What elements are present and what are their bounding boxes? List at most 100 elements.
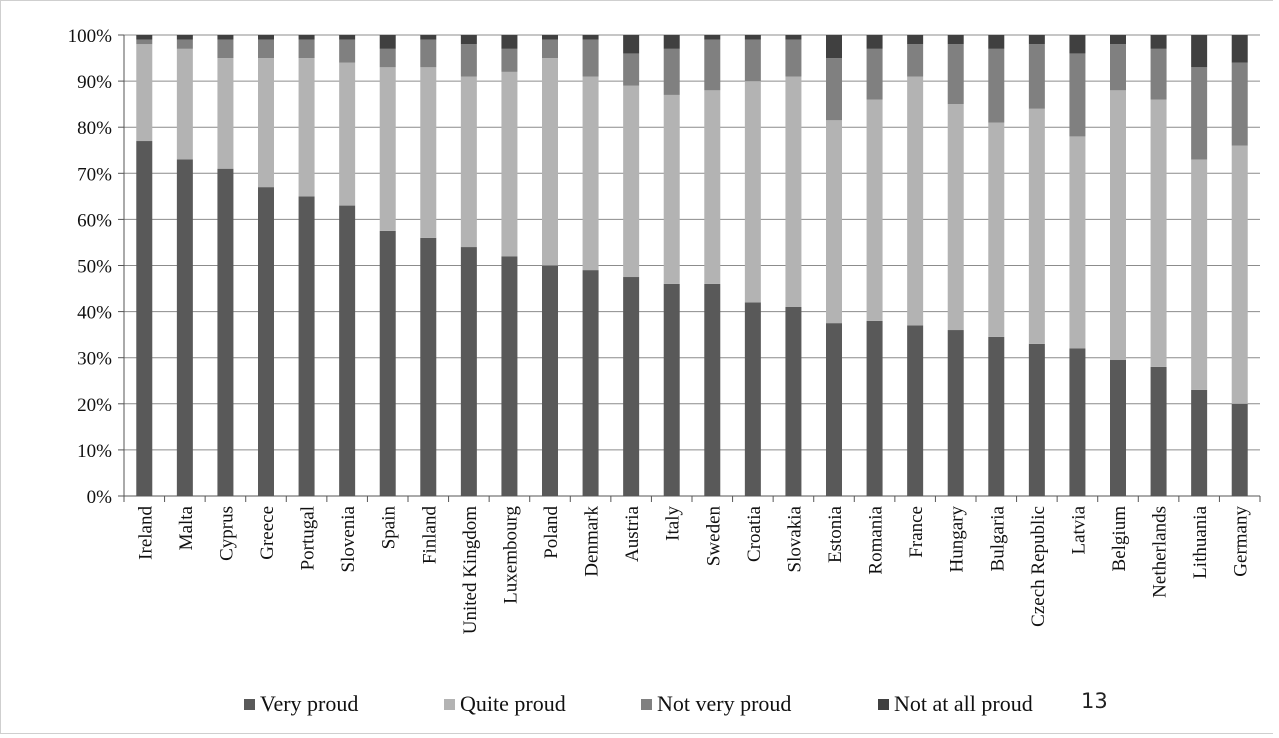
bar-segment-very-proud [258,187,274,496]
bar-segment-not-very-proud [460,44,477,77]
bar-segment-very-proud [663,283,680,496]
bar-segment-quite-proud [704,90,721,284]
bar-segment-not-at-all-proud [826,35,842,59]
bar-segment-very-proud [1231,403,1248,496]
bar-segment-quite-proud [258,58,274,188]
bar-segment-not-at-all-proud [947,35,964,45]
bar-segment-quite-proud [1191,159,1208,390]
bar-segment-very-proud [826,323,842,496]
bar-segment-quite-proud [1150,99,1167,367]
bar-segment-quite-proud [1231,145,1248,404]
bar-segment-not-very-proud [339,39,356,63]
legend-item: Not very proud [641,691,791,716]
x-tick-label: Luxembourg [500,506,521,604]
bar-segment-not-very-proud [1150,48,1167,100]
bar-segment-quite-proud [744,81,761,303]
y-axis-ticks: 0% 10% 20% 30% 40% 50% 60% 70% 80% 90% 100% [68,26,124,508]
bar-segment-not-at-all-proud [460,35,477,45]
y-tick-label: 20% [77,395,112,416]
x-tick-label: Slovenia [338,505,359,572]
bar-segment-very-proud [1028,343,1045,496]
bar-segment-not-at-all-proud [501,35,518,49]
bar-segment-not-very-proud [826,58,842,121]
x-tick-label: Lithuania [1190,505,1211,578]
bar-segment-very-proud [217,168,234,496]
bar-segment-quite-proud [947,104,964,331]
x-tick-label: Croatia [744,505,765,561]
bar-segment-quite-proud [339,62,356,206]
x-tick-label: Finland [419,506,440,565]
bar-segment-very-proud [136,141,153,496]
bar-segment-quite-proud [379,67,396,231]
x-tick-label: Belgium [1109,506,1130,572]
bar-segment-very-proud [623,277,640,496]
bar-segment-not-very-proud [298,39,315,59]
x-tick-label: Hungary [947,506,968,573]
legend-swatch [444,699,455,710]
bar-segment-not-very-proud [1231,62,1248,146]
bar-segment-not-very-proud [988,48,1005,123]
bar-segment-not-very-proud [866,48,883,100]
bar-segment-very-proud [420,237,437,496]
x-tick-label: Bulgaria [987,505,1008,571]
bar-segment-not-at-all-proud [298,35,315,40]
bar-segment-very-proud [907,325,924,496]
bar-segment-very-proud [744,302,761,496]
bar-segment-quite-proud [623,85,640,278]
bar-segment-not-at-all-proud [988,35,1005,49]
bar-segment-quite-proud [1028,108,1045,344]
x-tick-label: Slovakia [784,505,805,572]
x-tick-label: Greece [257,506,278,560]
bar-segment-not-at-all-proud [217,35,234,40]
bar-segment-not-very-proud [501,48,518,72]
bar-segment-quite-proud [176,48,193,160]
x-tick-label: Latvia [1068,505,1089,554]
bar-segment-not-very-proud [663,48,680,95]
y-tick-label: 100% [68,26,113,47]
bar-segment-not-at-all-proud [1069,35,1086,54]
x-tick-label: France [906,506,927,558]
bar-segment-quite-proud [663,94,680,284]
gridlines [124,34,1260,497]
bar-segment-quite-proud [460,76,477,248]
bar-segment-not-at-all-proud [785,35,802,40]
bar-segment-very-proud [298,196,315,496]
bar-segment-not-very-proud [542,39,558,59]
y-tick-label: 40% [77,303,112,324]
bar-segment-very-proud [542,265,558,496]
bar-segment-very-proud [988,336,1005,496]
bar-segment-not-at-all-proud [339,35,356,40]
bar-segment-very-proud [1150,366,1167,496]
bar-segment-not-very-proud [258,39,274,59]
legend: Very proud Quite proud Not very proud Not a… [244,691,1033,716]
bar-segment-very-proud [460,247,477,496]
bar-segment-not-at-all-proud [744,35,761,40]
bar-segment-not-at-all-proud [542,35,558,40]
x-tick-label: Cyprus [216,506,237,561]
bar-segment-very-proud [1191,389,1208,496]
bar-segment-quite-proud [298,58,315,197]
x-tick-label: Netherlands [1150,506,1171,598]
y-tick-label: 30% [77,349,112,370]
legend-swatch [641,699,652,710]
bar-segment-not-very-proud [136,39,153,45]
bar-segment-not-very-proud [907,44,924,77]
y-tick-label: 0% [87,487,113,508]
bar-segment-not-at-all-proud [1028,35,1045,45]
legend-item: Not at all proud [878,691,1033,716]
legend-label: Not very proud [657,691,791,716]
bar-segment-very-proud [866,320,883,496]
bar-segment-quite-proud [501,71,518,257]
bar-segment-very-proud [1110,360,1126,496]
bar-segment-very-proud [947,330,964,496]
bar-segment-very-proud [582,270,599,496]
bar-segment-not-at-all-proud [866,35,883,49]
bar-segment-not-at-all-proud [582,35,599,40]
x-tick-label: Germany [1231,506,1252,577]
bar-segment-not-at-all-proud [623,35,640,54]
y-tick-label: 90% [77,72,112,93]
bar-segment-not-very-proud [1110,44,1126,91]
y-tick-label: 50% [77,257,112,278]
y-tick-label: 60% [77,210,112,231]
